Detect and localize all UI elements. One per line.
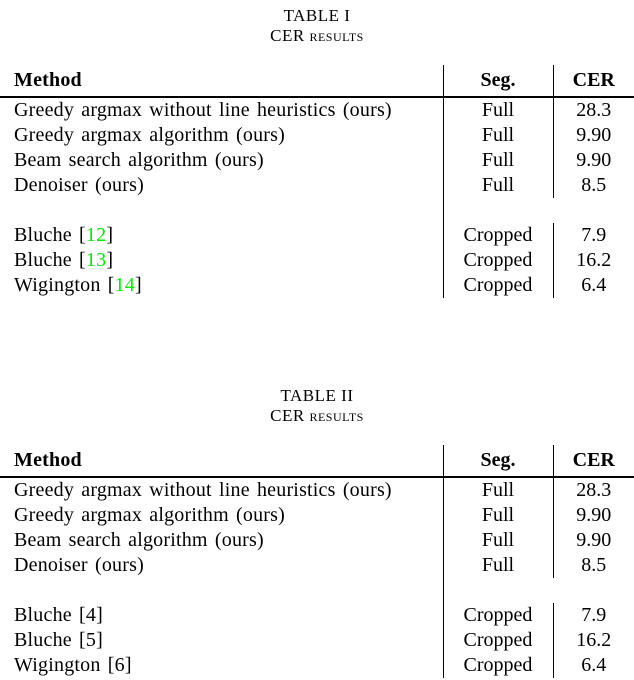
cer-results-table-1: Method Seg. CER Greedy argmax without li… <box>0 65 634 298</box>
table-1-block: TABLE I CER results Method Seg. CER Gree… <box>0 6 634 298</box>
method-cell: Bluche [13] <box>0 248 444 273</box>
method-text-suffix: ] <box>135 274 142 296</box>
method-cell: Beam search algorithm (ours) <box>0 148 444 173</box>
column-header-cer: CER <box>553 65 634 98</box>
table-row: Wigington [6] Cropped 6.4 <box>0 653 634 678</box>
seg-cell: Full <box>443 123 554 148</box>
method-text: Wigington [ <box>14 654 115 676</box>
method-cell: Bluche [5] <box>0 628 444 653</box>
table-row: Denoiser (ours) Full 8.5 <box>0 553 634 578</box>
column-header-seg: Seg. <box>443 445 554 478</box>
cer-cell: 7.9 <box>581 224 607 246</box>
seg-cell: Full <box>443 173 554 198</box>
table-row: Bluche [5] Cropped 16.2 <box>0 628 634 653</box>
seg-cell: Full <box>443 148 554 173</box>
table-row: Wigington [14] Cropped 6.4 <box>0 273 634 298</box>
method-text-suffix: ] <box>106 249 114 271</box>
method-text: Wigington [ <box>14 274 115 296</box>
table-1-caption-title: CER results <box>0 26 634 46</box>
table-2-caption-label: TABLE II <box>280 386 354 405</box>
method-cell: Beam search algorithm (ours) <box>0 528 444 553</box>
column-header-method: Method <box>0 65 444 98</box>
citation-link[interactable]: 14 <box>114 274 136 296</box>
table-row: Denoiser (ours) Full 8.5 <box>0 173 634 198</box>
method-text: Bluche [ <box>14 604 86 626</box>
method-text-suffix: ] <box>96 604 103 626</box>
table-row: Bluche [4] Cropped 7.9 <box>0 603 634 628</box>
citation-ref: 6 <box>114 654 125 676</box>
header-row: Method Seg. CER <box>0 445 634 478</box>
method-text-suffix: ] <box>106 224 114 246</box>
method-cell: Wigington [14] <box>0 273 444 298</box>
table-row: Bluche [12] Cropped 7.9 <box>0 223 634 248</box>
cer-cell: 28.3 <box>576 479 612 501</box>
cer-cell: 9.90 <box>576 529 612 551</box>
cer-cell: 28.3 <box>576 99 612 121</box>
header-row: Method Seg. CER <box>0 65 634 98</box>
table-row: Beam search algorithm (ours) Full 9.90 <box>0 528 634 553</box>
spacer-row <box>0 198 634 223</box>
citation-ref: 5 <box>85 629 97 651</box>
cer-cell: 6.4 <box>581 274 607 296</box>
caption-title-smallcaps: results <box>309 406 364 425</box>
method-cell: Greedy argmax algorithm (ours) <box>0 123 444 148</box>
method-cell: Denoiser (ours) <box>0 553 444 578</box>
cer-cell: 7.9 <box>581 604 607 626</box>
table-row: Greedy argmax without line heuristics (o… <box>0 477 634 503</box>
method-text-suffix: ] <box>124 654 132 676</box>
seg-cell: Cropped <box>443 223 554 248</box>
cer-cell: 9.90 <box>576 504 612 526</box>
citation-link[interactable]: 13 <box>85 249 107 271</box>
table-2-caption: TABLE II CER results <box>0 386 634 426</box>
table-row: Greedy argmax algorithm (ours) Full 9.90 <box>0 503 634 528</box>
cer-cell: 9.90 <box>576 149 612 171</box>
seg-cell: Full <box>443 503 554 528</box>
column-header-seg: Seg. <box>443 65 554 98</box>
seg-cell: Cropped <box>443 248 554 273</box>
table-2-caption-title: CER results <box>0 406 634 426</box>
caption-title-prefix: CER <box>270 406 305 425</box>
method-text: Bluche [ <box>14 249 86 271</box>
table-1-caption-label: TABLE I <box>283 6 351 25</box>
method-text: Bluche [ <box>14 224 86 246</box>
cer-cell: 6.4 <box>581 654 607 676</box>
seg-cell: Cropped <box>443 603 554 628</box>
method-text-suffix: ] <box>96 629 103 651</box>
table-row: Greedy argmax without line heuristics (o… <box>0 97 634 123</box>
seg-cell: Full <box>443 528 554 553</box>
seg-cell: Cropped <box>443 273 554 298</box>
method-cell: Greedy argmax algorithm (ours) <box>0 503 444 528</box>
seg-cell: Full <box>443 477 554 503</box>
column-header-cer: CER <box>553 445 634 478</box>
cer-cell: 16.2 <box>576 249 612 271</box>
table-2-block: TABLE II CER results Method Seg. CER Gre… <box>0 386 634 678</box>
seg-cell: Full <box>443 553 554 578</box>
cer-cell: 9.90 <box>576 124 612 146</box>
seg-cell: Cropped <box>443 628 554 653</box>
table-1-caption: TABLE I CER results <box>0 6 634 46</box>
citation-link[interactable]: 12 <box>85 224 107 246</box>
table-row: Greedy argmax algorithm (ours) Full 9.90 <box>0 123 634 148</box>
caption-title-prefix: CER <box>270 26 305 45</box>
method-cell: Wigington [6] <box>0 653 444 678</box>
method-cell: Denoiser (ours) <box>0 173 444 198</box>
table-row: Bluche [13] Cropped 16.2 <box>0 248 634 273</box>
column-header-method: Method <box>0 445 444 478</box>
citation-ref: 4 <box>85 604 97 626</box>
cer-cell: 8.5 <box>581 554 607 576</box>
method-cell: Greedy argmax without line heuristics (o… <box>0 97 444 123</box>
caption-title-smallcaps: results <box>309 26 364 45</box>
cer-cell: 16.2 <box>576 629 612 651</box>
method-cell: Bluche [12] <box>0 223 444 248</box>
seg-cell: Full <box>443 97 554 123</box>
method-cell: Bluche [4] <box>0 603 444 628</box>
cer-results-table-2: Method Seg. CER Greedy argmax without li… <box>0 445 634 678</box>
spacer-row <box>0 578 634 603</box>
method-cell: Greedy argmax without line heuristics (o… <box>0 477 444 503</box>
cer-cell: 8.5 <box>581 174 607 196</box>
table-row: Beam search algorithm (ours) Full 9.90 <box>0 148 634 173</box>
seg-cell: Cropped <box>443 653 554 678</box>
method-text: Bluche [ <box>14 629 86 651</box>
